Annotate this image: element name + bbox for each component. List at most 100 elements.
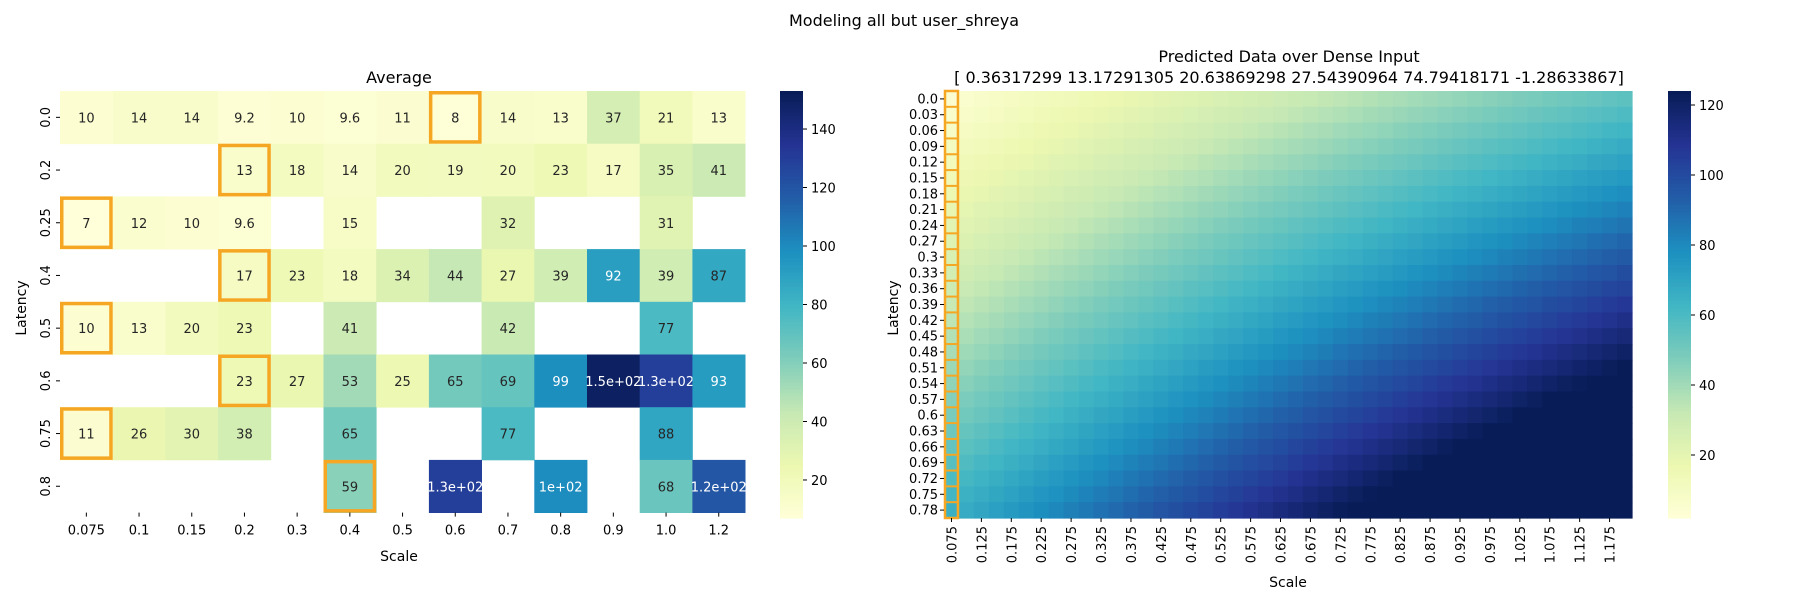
dense-heatmap-cell (1407, 249, 1424, 266)
dense-heatmap-cell (1273, 154, 1289, 171)
dense-heatmap-cell (1108, 359, 1125, 377)
dense-heatmap-cell (1557, 438, 1573, 456)
dense-heatmap-cell (1123, 312, 1140, 329)
predicted-colorbar-gradient-step (1668, 112, 1691, 117)
dense-heatmap-cell (1213, 170, 1229, 187)
average-colorbar-gradient-step (780, 119, 803, 124)
x-tick-label: 0.625 (1275, 526, 1290, 563)
predicted-colorbar-gradient-step (1668, 265, 1691, 270)
heatmap-cell-label: 18 (342, 269, 359, 284)
dense-heatmap-cell (1108, 312, 1125, 329)
dense-heatmap-cell (1617, 502, 1633, 519)
dense-heatmap-cell (1587, 359, 1603, 377)
dense-heatmap-cell (1347, 470, 1364, 487)
dense-heatmap-cell (1482, 423, 1498, 440)
dense-heatmap-cell (973, 470, 990, 487)
dense-heatmap-cell (1332, 328, 1349, 345)
y-tick-label: 0.6 (39, 371, 54, 392)
average-colorbar-gradient-step (780, 493, 803, 498)
predicted-colorbar-gradient-step (1668, 375, 1691, 380)
dense-heatmap-cell (1153, 233, 1169, 250)
dense-heatmap-cell (1587, 328, 1603, 345)
dense-heatmap-cell (1617, 312, 1633, 329)
dense-heatmap-cell (1243, 106, 1259, 124)
dense-heatmap-cell (1258, 91, 1274, 108)
dense-heatmap-cell (1332, 170, 1349, 187)
average-colorbar-gradient-step (780, 108, 803, 113)
dense-heatmap-cell (988, 249, 1005, 266)
dense-heatmap-cell (1273, 185, 1289, 203)
dense-heatmap-cell (1422, 233, 1439, 250)
dense-heatmap-cell (1347, 407, 1364, 424)
dense-heatmap-cell (973, 249, 990, 266)
dense-heatmap-cell (1377, 91, 1394, 108)
dense-heatmap-cell (1542, 454, 1558, 472)
dense-heatmap-cell (1243, 122, 1259, 140)
dense-heatmap-cell (1587, 122, 1603, 140)
dense-heatmap-cell (1512, 359, 1528, 377)
average-colorbar-gradient-step (780, 379, 803, 384)
dense-heatmap-cell (1033, 344, 1050, 361)
dense-heatmap-cell (1422, 502, 1439, 519)
dense-heatmap-cell (1273, 454, 1289, 472)
predicted-colorbar-gradient-step (1668, 429, 1691, 434)
dense-heatmap-cell (1033, 375, 1050, 393)
dense-heatmap-cell (1033, 312, 1050, 329)
y-tick-label: 0.72 (909, 472, 938, 487)
predicted-colorbar-gradient-step (1668, 400, 1691, 405)
dense-heatmap-cell (958, 296, 975, 314)
dense-heatmap-cell (1288, 438, 1304, 456)
dense-heatmap-cell (1467, 201, 1484, 219)
dense-heatmap-cell (1048, 138, 1065, 155)
heatmap-cell (112, 301, 166, 355)
dense-heatmap-cell (1617, 280, 1633, 298)
dense-heatmap-cell (1572, 502, 1588, 519)
dense-heatmap-cell (1317, 502, 1334, 519)
dense-heatmap-cell (1332, 423, 1349, 440)
heatmap-cell (165, 407, 219, 461)
dense-heatmap-cell (1018, 170, 1035, 187)
dense-heatmap-cell (1168, 185, 1184, 203)
predicted-colorbar-gradient-step (1668, 190, 1691, 195)
dense-heatmap-cell (1168, 328, 1184, 345)
heatmap-cell-label: 39 (658, 269, 675, 284)
dense-heatmap-cell (988, 470, 1005, 487)
dense-heatmap-cell (1437, 470, 1454, 487)
dense-heatmap-cell (1273, 264, 1289, 282)
predicted-colorbar-gradient-step (1668, 94, 1691, 99)
dense-heatmap-cell (944, 138, 960, 155)
dense-heatmap-cell (1617, 391, 1633, 408)
dense-heatmap-cell (1243, 264, 1259, 282)
dense-heatmap-cell (1422, 122, 1439, 140)
predicted-colorbar-gradient-step (1668, 226, 1691, 231)
average-colorbar-gradient-step (780, 179, 803, 185)
heatmap-cell (323, 354, 377, 408)
dense-heatmap-cell (1198, 312, 1214, 329)
dense-heatmap-cell (1003, 201, 1020, 219)
dense-heatmap-cell (1422, 375, 1439, 393)
heatmap-cell-label: 13 (131, 322, 148, 337)
dense-heatmap-cell (1048, 486, 1065, 503)
dense-heatmap-cell (1018, 486, 1035, 503)
y-tick-label: 0.5 (39, 318, 54, 339)
dense-heatmap-cell (1617, 296, 1633, 314)
dense-heatmap-cell (1497, 138, 1513, 155)
dense-heatmap-cell (1617, 438, 1633, 456)
heatmap-cell-label: 20 (500, 164, 517, 179)
dense-heatmap-cell (988, 359, 1005, 377)
predicted-colorbar-gradient-step (1668, 468, 1691, 473)
dense-heatmap-cell (1407, 122, 1424, 140)
heatmap-cell (534, 143, 588, 197)
dense-heatmap-cell (1258, 170, 1274, 187)
dense-heatmap-cell (1213, 217, 1229, 234)
heatmap-cell-label: 99 (552, 375, 569, 390)
highlighted-cell-outline (218, 143, 271, 197)
dense-heatmap-cell (1347, 106, 1364, 124)
heatmap-cell-label: 14 (500, 111, 517, 126)
dense-heatmap-cell (1317, 407, 1334, 424)
dense-heatmap-cell (1617, 359, 1633, 377)
dense-heatmap-cell (1557, 264, 1573, 282)
dense-heatmap-cell (1033, 106, 1050, 124)
dense-heatmap-cell (1138, 106, 1154, 124)
dense-heatmap-cell (1317, 170, 1334, 187)
